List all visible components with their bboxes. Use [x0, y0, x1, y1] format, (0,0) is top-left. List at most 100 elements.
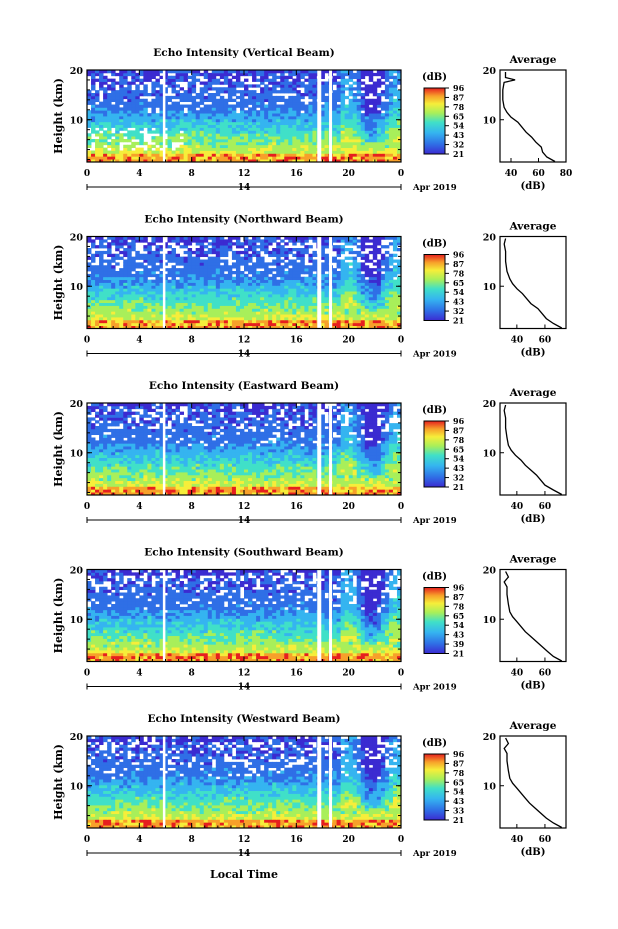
data-gap	[163, 403, 166, 495]
colorbar-tick-label: 21	[453, 316, 464, 326]
colorbar-unit: (dB)	[422, 72, 447, 83]
profile-x-tick-label: 40	[511, 835, 524, 845]
y-tick-label: 20	[70, 566, 84, 577]
profile-x-tick-label: 80	[560, 169, 573, 179]
chart-panel-2: Echo Intensity (Eastward Beam)1020Height…	[52, 380, 566, 526]
day-label: 14	[238, 849, 251, 859]
x-tick-label: 0	[84, 336, 90, 346]
x-tick-label: 4	[136, 835, 142, 845]
x-tick-label: 4	[136, 169, 142, 179]
y-axis-label: Height (km)	[52, 411, 65, 487]
x-tick-label: 12	[238, 336, 251, 346]
y-axis-label: Height (km)	[52, 578, 65, 654]
data-gap	[317, 237, 321, 329]
x-tick-label: 0	[398, 336, 404, 346]
profile-title: Average	[509, 221, 557, 233]
x-tick-label: 20	[342, 336, 355, 346]
heatmap	[87, 237, 401, 329]
colorbar	[424, 588, 445, 654]
data-gap	[329, 237, 332, 329]
profile-x-label: (dB)	[521, 348, 546, 359]
date-label: Apr 2019	[412, 849, 457, 859]
x-tick-label: 8	[189, 336, 195, 346]
x-tick-label: 0	[398, 669, 404, 679]
chart-panel-4: Echo Intensity (Westward Beam)1020Height…	[52, 713, 566, 859]
profile-y-tick-label: 20	[483, 732, 497, 743]
colorbar-tick-label: 21	[453, 149, 464, 159]
day-label: 14	[238, 683, 251, 693]
colorbar-unit: (dB)	[422, 239, 447, 250]
data-gap	[163, 736, 166, 828]
x-tick-label: 8	[189, 502, 195, 512]
profile-x-tick-label: 40	[511, 336, 524, 346]
x-tick-label: 4	[136, 669, 142, 679]
profile-x-tick-label: 60	[539, 835, 552, 845]
profile-x-tick-label: 60	[539, 669, 552, 679]
colorbar-tick-label: 21	[453, 649, 464, 659]
heatmap	[87, 736, 401, 828]
data-gap	[317, 403, 321, 495]
y-tick-label: 10	[70, 449, 84, 460]
x-tick-label: 8	[189, 669, 195, 679]
profile-y-tick-label: 20	[483, 566, 497, 577]
colorbar	[424, 88, 445, 154]
x-tick-label: 12	[238, 835, 251, 845]
day-label: 14	[238, 183, 251, 193]
profile-x-tick-label: 60	[539, 502, 552, 512]
chart-panel-0: Echo Intensity (Vertical Beam)1020Height…	[52, 47, 572, 193]
x-tick-label: 0	[84, 502, 90, 512]
x-tick-label: 20	[342, 669, 355, 679]
profile-frame	[500, 736, 566, 828]
x-tick-label: 16	[290, 835, 303, 845]
chart-panel-1: Echo Intensity (Northward Beam) 10 20 Heigh…	[52, 214, 566, 360]
profile-y-tick-label: 10	[483, 282, 497, 293]
profile-x-tick-label: 40	[511, 669, 524, 679]
heatmap	[87, 403, 401, 495]
x-tick-label: 16	[290, 669, 303, 679]
x-tick-label: 0	[84, 669, 90, 679]
y-tick-label: 20	[70, 233, 84, 244]
profile-y-tick-label: 10	[483, 449, 497, 460]
colorbar	[424, 255, 445, 321]
profile-title: Average	[509, 720, 557, 732]
x-tick-label: 8	[189, 169, 195, 179]
data-gap	[163, 570, 166, 662]
data-gap	[317, 570, 321, 662]
x-tick-label: 20	[342, 835, 355, 845]
x-tick-label: 0	[398, 502, 404, 512]
panel-title: Echo Intensity (Northward Beam)	[144, 214, 343, 226]
profile-y-tick-label: 10	[483, 116, 497, 127]
y-tick-label: 20	[70, 732, 84, 743]
colorbar	[424, 421, 445, 487]
y-tick-label: 10	[70, 116, 84, 127]
x-tick-label: 0	[84, 835, 90, 845]
chart-panel-3: Echo Intensity (Southward Beam)1020Heigh…	[52, 547, 566, 693]
x-tick-label: 20	[342, 502, 355, 512]
data-gap	[163, 70, 166, 162]
y-axis-label: Height (km)	[52, 245, 65, 321]
profile-frame	[500, 237, 566, 329]
y-tick-label: 20	[70, 399, 84, 410]
x-tick-label: 12	[238, 669, 251, 679]
x-tick-label: 16	[290, 169, 303, 179]
y-axis-label: Height (km)	[52, 744, 65, 820]
panel-title: Echo Intensity (Westward Beam)	[147, 713, 340, 725]
profile-x-label: (dB)	[521, 681, 546, 692]
x-tick-label: 8	[189, 835, 195, 845]
profile-x-tick-label: 40	[511, 502, 524, 512]
date-label: Apr 2019	[412, 350, 457, 360]
colorbar-unit: (dB)	[422, 405, 447, 416]
data-gap	[317, 70, 321, 162]
day-label: 14	[238, 516, 251, 526]
y-tick-label: 10	[70, 615, 84, 626]
colorbar-tick-label: 21	[453, 815, 464, 825]
heatmap	[87, 570, 401, 662]
heatmap	[87, 70, 401, 162]
x-tick-label: 16	[290, 502, 303, 512]
colorbar-unit: (dB)	[422, 572, 447, 583]
y-tick-label: 10	[70, 282, 84, 293]
x-tick-label: 0	[398, 835, 404, 845]
panel-title: Echo Intensity (Vertical Beam)	[153, 47, 334, 59]
profile-x-label: (dB)	[521, 847, 546, 858]
